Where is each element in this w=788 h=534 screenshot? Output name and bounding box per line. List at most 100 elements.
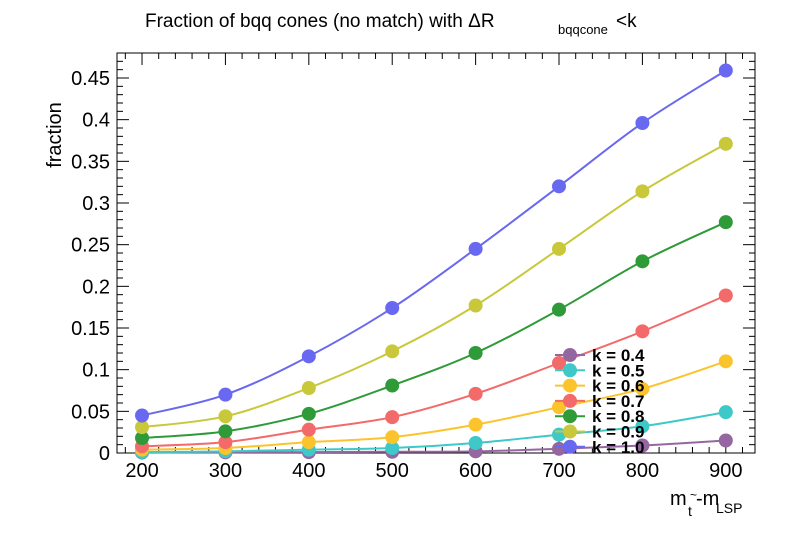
series-line: [142, 411, 726, 454]
legend: k = 0.4k = 0.5k = 0.6k = 0.7k = 0.8k = 0…: [555, 346, 645, 457]
legend-marker: [563, 409, 577, 424]
y-tick-label: 0: [99, 443, 110, 465]
y-tick-label: 0.15: [71, 318, 110, 340]
data-point: [301, 381, 316, 395]
data-point: [301, 435, 316, 450]
data-point: [718, 354, 733, 369]
x-axis-title-mid: -m: [696, 488, 719, 510]
series-1: [135, 405, 733, 460]
x-tick-label: 300: [209, 460, 242, 482]
x-axis-title-sub-lsp: LSP: [716, 500, 742, 516]
y-tick-label: 0.25: [71, 235, 110, 257]
legend-marker: [563, 348, 577, 362]
legend-marker: [563, 439, 577, 454]
legend-marker: [563, 378, 577, 393]
legend-marker: [563, 363, 577, 378]
data-point: [135, 431, 150, 445]
legend-entry: k = 0.6: [555, 377, 644, 396]
x-tick-label: 400: [292, 460, 325, 482]
data-point: [385, 410, 400, 425]
legend-label: k = 0.4: [592, 346, 645, 365]
y-tick-label: 0.1: [82, 360, 110, 382]
series-line: [141, 294, 727, 448]
legend-entry: k = 1.0: [555, 438, 644, 457]
x-axis-title: m ~ t -m LSP: [670, 488, 742, 519]
legend-label: k = 0.5: [592, 361, 644, 380]
x-tick-label: 700: [542, 460, 575, 482]
y-tick-label: 0.4: [82, 110, 110, 132]
series-layer: [135, 63, 733, 460]
series-line: [141, 69, 727, 417]
y-tick-label: 0.05: [71, 401, 110, 423]
data-point: [468, 298, 483, 313]
y-tick-label: 0.45: [71, 68, 110, 90]
x-tick-label: 600: [459, 460, 492, 482]
data-point: [718, 63, 733, 78]
legend-marker: [563, 393, 577, 408]
chart-title-main: Fraction of bqq cones (no match) with ΔR: [145, 11, 495, 32]
x-tick-label: 500: [376, 460, 409, 482]
y-tick-label: 0.35: [71, 151, 110, 173]
data-point: [552, 441, 567, 456]
data-point: [135, 420, 150, 435]
legend-label: k = 1.0: [592, 438, 644, 457]
series-5: [135, 136, 733, 435]
data-point: [218, 424, 233, 439]
y-tick-label: 0.2: [82, 276, 110, 298]
data-point: [635, 254, 650, 269]
legend-label: k = 0.9: [592, 423, 644, 442]
x-axis-tick-labels: 200 300 400 500 600 700 800 900: [125, 460, 742, 482]
legend-entry: k = 0.4: [555, 346, 645, 365]
data-point: [385, 301, 400, 315]
chart-title-suffix: <k: [616, 11, 637, 32]
chart-title: Fraction of bqq cones (no match) with ΔR…: [145, 11, 637, 37]
series-6: [135, 63, 733, 423]
data-point: [718, 136, 733, 151]
y-axis-tick-labels: 0 0.05 0.1 0.15 0.2 0.25 0.3 0.35 0.4 0.45: [71, 68, 110, 465]
legend-label: k = 0.6: [592, 377, 644, 396]
data-point: [552, 179, 567, 194]
legend-entry: k = 0.7: [555, 392, 644, 411]
data-point: [468, 436, 483, 450]
data-point: [635, 381, 650, 396]
x-tick-label: 200: [125, 460, 158, 482]
x-axis-title-sub-t: t: [688, 503, 692, 519]
series-line: [142, 360, 727, 451]
y-axis-title: fraction: [44, 102, 66, 168]
data-point: [552, 302, 567, 317]
series-2: [135, 354, 733, 457]
series-4: [135, 215, 733, 445]
y-axis-ticks: [117, 52, 755, 454]
data-point: [718, 288, 733, 303]
x-tick-label: 800: [626, 460, 659, 482]
data-point: [718, 405, 733, 420]
data-point: [635, 419, 650, 434]
legend-entry: k = 0.9: [555, 423, 644, 442]
series-3: [135, 288, 733, 454]
data-point: [635, 116, 650, 130]
data-point: [301, 406, 316, 421]
legend-label: k = 0.8: [592, 407, 644, 426]
data-point: [385, 441, 400, 455]
data-point: [552, 241, 567, 256]
chart-title-subscript: bqqcone: [558, 22, 608, 37]
y-tick-label: 0.3: [82, 193, 110, 215]
x-axis-ticks: [124, 53, 743, 453]
data-point: [385, 430, 400, 445]
x-tick-label: 900: [709, 460, 742, 482]
data-point: [218, 435, 233, 450]
x-axis-title-tilde: ~: [690, 488, 697, 502]
data-point: [468, 417, 483, 432]
data-point: [635, 324, 650, 339]
series-line: [142, 439, 726, 454]
data-point: [718, 215, 733, 230]
data-point: [468, 241, 483, 256]
data-point: [218, 387, 233, 402]
data-point: [468, 346, 483, 360]
legend-entry: k = 0.5: [555, 361, 644, 380]
data-point: [218, 409, 233, 424]
data-point: [301, 422, 316, 437]
data-point: [718, 433, 733, 448]
legend-marker: [563, 424, 577, 439]
